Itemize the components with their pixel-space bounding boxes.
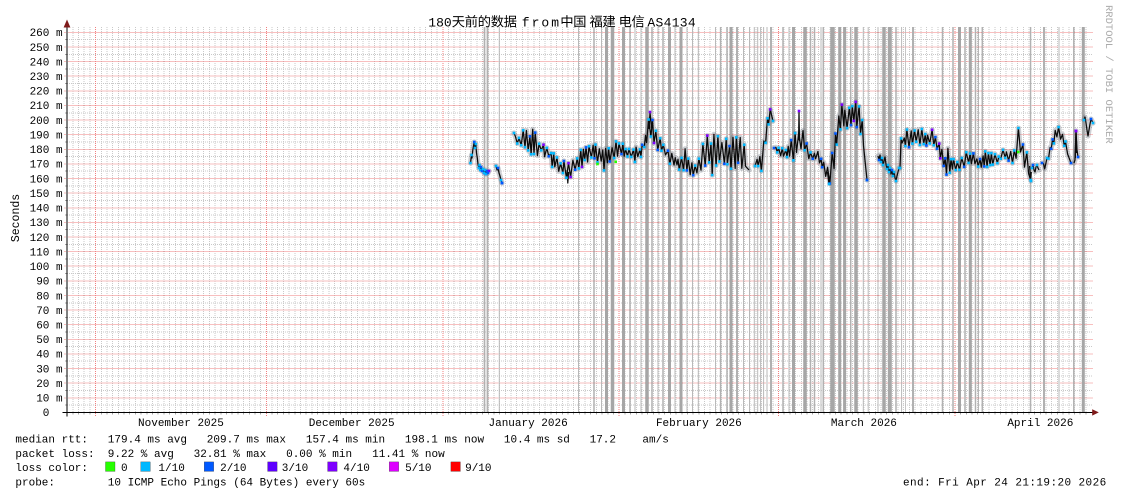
svg-text:180 m: 180 m [30,145,63,157]
svg-text:9/10: 9/10 [465,463,491,475]
svg-text:157.4 ms min: 157.4 ms min [306,435,385,447]
svg-text:210 m: 210 m [30,101,63,113]
svg-text:probe:: probe: [15,478,55,490]
svg-text:80 m: 80 m [36,291,63,303]
svg-text:median rtt:: median rtt: [15,435,88,447]
svg-text:4/10: 4/10 [343,463,369,475]
svg-text:230 m: 230 m [30,72,63,84]
svg-text:3/10: 3/10 [282,463,308,475]
svg-text:20 m: 20 m [36,379,63,391]
svg-text:from: from [522,15,561,30]
svg-text:10 m: 10 m [36,394,63,406]
svg-text:240 m: 240 m [30,57,63,69]
svg-text:December 2025: December 2025 [309,418,395,430]
svg-text:2/10: 2/10 [220,463,246,475]
svg-text:Seconds: Seconds [10,194,23,242]
svg-text:50 m: 50 m [36,335,63,347]
svg-text:180: 180 [428,15,451,30]
svg-text:5/10: 5/10 [405,463,431,475]
svg-text:190 m: 190 m [30,130,63,142]
svg-text:0: 0 [121,463,128,475]
svg-text:9.22 % avg: 9.22 % avg [108,449,174,461]
svg-text:220 m: 220 m [30,87,63,99]
svg-text:November 2025: November 2025 [138,418,224,430]
svg-text:February 2026: February 2026 [656,418,742,430]
svg-text:200 m: 200 m [30,116,63,128]
svg-text:March 2026: March 2026 [831,418,897,430]
svg-text:30 m: 30 m [36,364,63,376]
svg-text:209.7 ms max: 209.7 ms max [207,435,287,447]
svg-text:140 m: 140 m [30,204,63,216]
svg-text:160 m: 160 m [30,174,63,186]
svg-text:170 m: 170 m [30,160,63,172]
svg-text:0: 0 [43,408,50,420]
svg-text:0.00 % min: 0.00 % min [286,449,352,461]
svg-text:10 ICMP Echo Pings (64 Bytes): 10 ICMP Echo Pings (64 Bytes) every 60s [108,478,365,490]
svg-text:130 m: 130 m [30,218,63,230]
svg-text:179.4 ms avg: 179.4 ms avg [108,435,187,447]
svg-text:1/10: 1/10 [158,463,184,475]
svg-text:am/s: am/s [642,435,668,447]
svg-text:100 m: 100 m [30,262,63,274]
svg-text:RRDTOOL / TOBI OETIKER: RRDTOOL / TOBI OETIKER [1102,5,1114,144]
svg-text:end: Fri Apr 24 21:19:20 2026: end: Fri Apr 24 21:19:20 2026 [903,478,1107,490]
svg-text:60 m: 60 m [36,320,63,332]
svg-text:260 m: 260 m [30,28,63,40]
svg-text:40 m: 40 m [36,350,63,362]
svg-text:10.4 ms sd: 10.4 ms sd [504,435,570,447]
svg-text:loss color:: loss color: [15,463,88,475]
svg-text:packet loss:: packet loss: [15,449,94,461]
svg-text:11.41 % now: 11.41 % now [372,449,445,461]
svg-text:17.2: 17.2 [590,435,616,447]
svg-text:32.81 % max: 32.81 % max [194,449,267,461]
svg-text:198.1 ms now: 198.1 ms now [405,435,485,447]
svg-text:150 m: 150 m [30,189,63,201]
svg-text:90 m: 90 m [36,277,63,289]
svg-text:April 2026: April 2026 [1007,418,1073,430]
svg-text:120 m: 120 m [30,233,63,245]
svg-text:AS4134: AS4134 [647,15,696,30]
svg-text:250 m: 250 m [30,43,63,55]
svg-text:70 m: 70 m [36,306,63,318]
svg-text:110 m: 110 m [30,247,63,259]
svg-text:January 2026: January 2026 [489,418,568,430]
